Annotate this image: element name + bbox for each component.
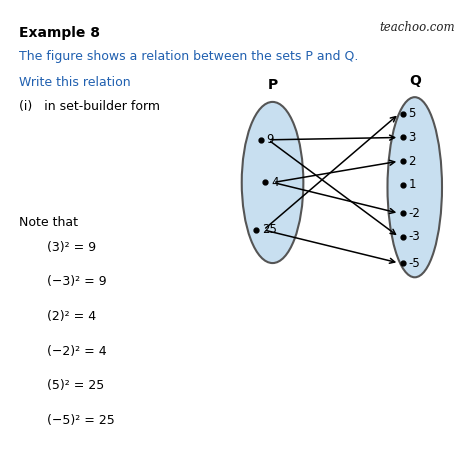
Text: 25: 25 — [262, 223, 276, 237]
Text: -2: -2 — [409, 207, 420, 220]
Text: P: P — [267, 78, 278, 92]
Ellipse shape — [242, 102, 303, 263]
Text: (−3)² = 9: (−3)² = 9 — [47, 275, 107, 288]
Text: Q: Q — [409, 73, 421, 88]
Text: (−2)² = 4: (−2)² = 4 — [47, 345, 107, 357]
Text: 3: 3 — [409, 131, 416, 144]
Text: (−5)² = 25: (−5)² = 25 — [47, 414, 115, 427]
Text: The figure shows a relation between the sets P and Q.: The figure shows a relation between the … — [19, 50, 358, 63]
Text: 4: 4 — [271, 176, 279, 189]
Text: (3)² = 9: (3)² = 9 — [47, 241, 97, 254]
Ellipse shape — [387, 97, 442, 277]
Text: 1: 1 — [409, 178, 416, 191]
Text: (i)   in set-builder form: (i) in set-builder form — [19, 100, 160, 112]
Text: 9: 9 — [266, 133, 274, 146]
Text: Note that: Note that — [19, 216, 78, 228]
Text: Example 8: Example 8 — [19, 26, 100, 40]
Text: -5: -5 — [409, 256, 420, 270]
Text: (5)² = 25: (5)² = 25 — [47, 379, 105, 392]
Text: Write this relation: Write this relation — [19, 76, 130, 89]
Text: -3: -3 — [409, 230, 420, 244]
Text: (2)² = 4: (2)² = 4 — [47, 310, 97, 323]
Text: 2: 2 — [409, 155, 416, 168]
Text: teachoo.com: teachoo.com — [379, 21, 455, 34]
Text: 5: 5 — [409, 107, 416, 120]
